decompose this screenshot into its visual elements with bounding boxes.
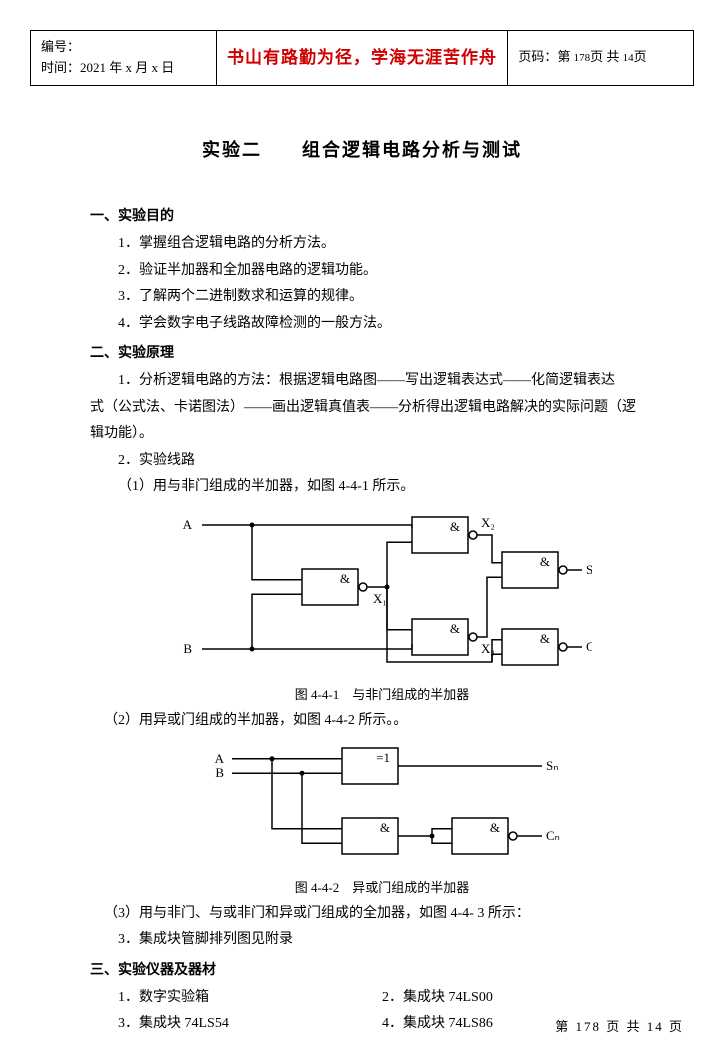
footer-prefix: 第 bbox=[555, 1019, 575, 1034]
svg-text:&: & bbox=[450, 621, 460, 636]
diagram-1-svg: & & & & & A B Sₙ Cₙ X₁ X₂ X₃ bbox=[172, 507, 592, 677]
content-area: 一、实验目的 1．掌握组合逻辑电路的分析方法。 2．验证半加器和全加器电路的逻辑… bbox=[30, 204, 694, 1037]
equip-2: 2．集成块 74LS00 bbox=[382, 985, 674, 1012]
sec2-head: 二、实验原理 bbox=[90, 341, 674, 368]
sec2-p3: 3．集成块管脚排列图见附录 bbox=[90, 927, 674, 954]
page-suffix: 页 bbox=[634, 49, 647, 64]
sec2-p2-3: （3）用与非门、与或非门和异或门组成的全加器，如图 4-4- 3 所示： bbox=[90, 901, 674, 928]
svg-text:&: & bbox=[380, 820, 390, 835]
footer-tot: 14 bbox=[647, 1019, 664, 1034]
sec2-p1c: 辑功能）。 bbox=[90, 421, 674, 448]
diagram-1: & & & & & A B Sₙ Cₙ X₁ X₂ X₃ bbox=[90, 507, 674, 677]
sec3-head: 三、实验仪器及器材 bbox=[90, 958, 674, 985]
footer-cur: 178 bbox=[575, 1019, 601, 1034]
motto-text: 书山有路勤为径，学海无涯苦作舟 bbox=[227, 48, 497, 67]
equip-row-1: 1．数字实验箱 2．集成块 74LS00 bbox=[90, 985, 674, 1012]
title-part-b: 组合逻辑电路分析与测试 bbox=[302, 140, 522, 160]
header-table: 编号： 时间：2021 年 x 月 x 日 书山有路勤为径，学海无涯苦作舟 页码… bbox=[30, 30, 694, 86]
svg-text:Sₙ: Sₙ bbox=[586, 562, 592, 577]
svg-text:X₂: X₂ bbox=[481, 515, 495, 530]
svg-text:Sₙ: Sₙ bbox=[546, 758, 558, 773]
svg-text:Cₙ: Cₙ bbox=[586, 639, 592, 654]
sec1-item4: 4．学会数字电子线路故障检测的一般方法。 bbox=[90, 311, 674, 338]
time-value: 2021 年 x 月 x 日 bbox=[80, 60, 174, 75]
header-mid-cell: 书山有路勤为径，学海无涯苦作舟 bbox=[216, 31, 508, 86]
diagram-2: =1 & & AB Sₙ Cₙ bbox=[90, 740, 674, 870]
sec2-p2-1: （1）用与非门组成的半加器，如图 4-4-1 所示。 bbox=[90, 474, 674, 501]
equip-3: 3．集成块 74LS54 bbox=[90, 1011, 382, 1038]
sec1-item3: 3．了解两个二进制数求和运算的规律。 bbox=[90, 284, 674, 311]
svg-text:X₃: X₃ bbox=[481, 641, 495, 656]
sec1-head: 一、实验目的 bbox=[90, 204, 674, 231]
svg-text:&: & bbox=[540, 554, 550, 569]
page: 编号： 时间：2021 年 x 月 x 日 书山有路勤为径，学海无涯苦作舟 页码… bbox=[0, 0, 724, 1058]
footer-mid: 页 共 bbox=[601, 1019, 647, 1034]
footer: 第 178 页 共 14 页 bbox=[555, 1017, 684, 1038]
header-left-cell: 编号： 时间：2021 年 x 月 x 日 bbox=[31, 31, 217, 86]
svg-text:Cₙ: Cₙ bbox=[546, 828, 560, 843]
svg-text:B: B bbox=[215, 765, 224, 780]
sec2-p1a: 1．分析逻辑电路的方法：根据逻辑电路图——写出逻辑表达式——化简逻辑表达 bbox=[90, 368, 674, 395]
svg-text:&: & bbox=[340, 571, 350, 586]
sec2-p1b: 式（公式法、卡诺图法）——画出逻辑真值表——分析得出逻辑电路解决的实际问题（逻 bbox=[90, 395, 674, 422]
caption-1: 图 4-4-1 与非门组成的半加器 bbox=[90, 683, 674, 708]
svg-text:&: & bbox=[450, 519, 460, 534]
page-total: 14 bbox=[623, 52, 634, 64]
header-right-cell: 页码：第 178页 共 14页 bbox=[508, 31, 694, 86]
equip-1: 1．数字实验箱 bbox=[90, 985, 382, 1012]
page-mid: 页 共 bbox=[590, 49, 623, 64]
svg-text:&: & bbox=[540, 631, 550, 646]
title-part-a: 实验二 bbox=[202, 140, 262, 160]
page-current: 178 bbox=[574, 52, 591, 64]
svg-text:A: A bbox=[183, 517, 193, 532]
doc-no-label: 编号： bbox=[41, 37, 206, 58]
page-prefix: 页码：第 bbox=[518, 49, 573, 64]
diagram-2-svg: =1 & & AB Sₙ Cₙ bbox=[202, 740, 562, 870]
time-line: 时间：2021 年 x 月 x 日 bbox=[41, 58, 206, 79]
time-label: 时间： bbox=[41, 60, 80, 75]
svg-text:A: A bbox=[215, 751, 225, 766]
sec2-p2-2: （2）用异或门组成的半加器，如图 4-4-2 所示。。 bbox=[90, 708, 674, 735]
svg-text:B: B bbox=[183, 641, 192, 656]
sec2-p2: 2．实验线路 bbox=[90, 448, 674, 475]
svg-text:X₁: X₁ bbox=[373, 591, 387, 606]
page-title: 实验二 组合逻辑电路分析与测试 bbox=[30, 136, 694, 165]
svg-text:&: & bbox=[490, 820, 500, 835]
svg-text:=1: =1 bbox=[376, 750, 390, 765]
sec1-item2: 2．验证半加器和全加器电路的逻辑功能。 bbox=[90, 258, 674, 285]
caption-2: 图 4-4-2 异或门组成的半加器 bbox=[90, 876, 674, 901]
footer-suffix: 页 bbox=[664, 1019, 684, 1034]
sec1-item1: 1．掌握组合逻辑电路的分析方法。 bbox=[90, 231, 674, 258]
